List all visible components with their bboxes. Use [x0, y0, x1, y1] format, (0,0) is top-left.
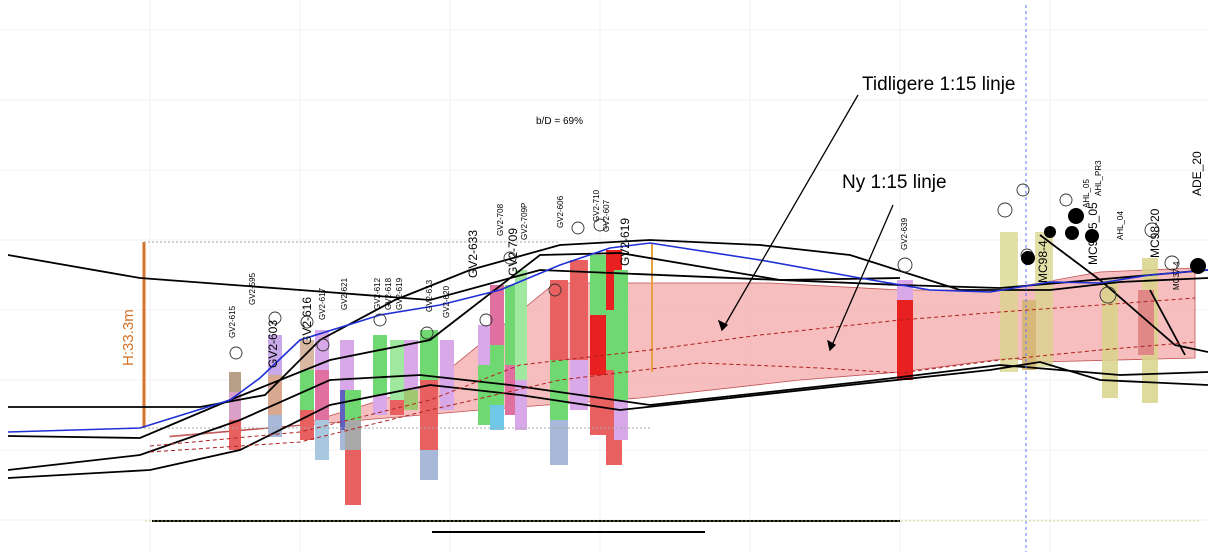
- borehole-label: GV2-595: [248, 272, 257, 305]
- borehole-column: [570, 260, 588, 410]
- callout-old-line: Tidligere 1:15 linje: [862, 74, 1016, 95]
- borehole-label: AHL_PR3: [1094, 160, 1103, 196]
- borehole-label: GV2-603: [266, 319, 280, 368]
- borehole-column: [490, 285, 504, 430]
- borehole-label: GV2-607: [602, 199, 611, 232]
- borehole-label: GV2-709: [506, 227, 520, 276]
- callout-new-line: Ny 1:15 linje: [842, 172, 947, 193]
- borehole-column: [345, 390, 361, 505]
- borehole-column: [268, 335, 282, 437]
- dashed-red-lines: [149, 297, 1196, 453]
- borehole-label: GV2-619: [618, 217, 632, 266]
- borehole-column: [440, 340, 454, 410]
- borehole-label: GV2-639: [900, 217, 909, 250]
- borehole-label: GV2-615: [228, 305, 237, 338]
- height-label: H:33.3m: [120, 309, 137, 366]
- borehole-label: MC37-4: [1172, 261, 1181, 290]
- borehole-label: GV2-709P: [520, 202, 529, 240]
- borehole-column: [550, 280, 568, 465]
- borehole-column: [373, 335, 387, 415]
- borehole-label: GV2-616: [300, 296, 314, 345]
- borehole-column: [1022, 300, 1036, 370]
- borehole-label: GV2-617: [318, 287, 327, 320]
- borehole-label: GV2-620: [442, 285, 451, 318]
- borehole-column: [420, 330, 438, 480]
- borehole-column: [1138, 290, 1154, 355]
- ground-surface-blue: [7, 242, 1208, 433]
- borehole-label: AHL_05: [1082, 179, 1091, 208]
- borehole-label: GV2-613: [425, 279, 434, 312]
- borehole-markers: [229, 183, 1180, 360]
- borehole-label: AHL_04: [1116, 211, 1125, 240]
- borehole-label: MC98-4: [1036, 240, 1050, 283]
- borehole-column: [390, 340, 404, 415]
- borehole-column: [478, 325, 490, 425]
- borehole-column: [404, 340, 418, 410]
- olive-zone-2: [1035, 232, 1053, 367]
- borehole-label: GV2-708: [496, 203, 505, 236]
- borehole-label: GV2-619: [395, 277, 404, 310]
- borehole-label: GV2-612: [373, 277, 382, 310]
- olive-zone-3: [1102, 280, 1118, 398]
- borehole-label: MC98-5_05: [1086, 202, 1100, 265]
- borehole-label: MC98-20: [1148, 208, 1162, 258]
- callout-arrows: [717, 94, 894, 352]
- borehole-column: [505, 285, 517, 415]
- borehole-column: [897, 280, 913, 380]
- olive-zone-1: [1000, 232, 1018, 372]
- borehole-column: [300, 340, 314, 440]
- borehole-column: [515, 270, 527, 430]
- terrain-lines: [7, 234, 1208, 479]
- borehole-column: [614, 270, 628, 440]
- borehole-label: GV2-710: [592, 189, 601, 222]
- borehole-markers-filled: [1021, 208, 1206, 274]
- borehole-column: [590, 255, 606, 435]
- borehole-label: GV2-618: [384, 277, 393, 310]
- borehole-label: GV2-606: [556, 195, 565, 228]
- borehole-label: GV2-621: [340, 277, 349, 310]
- ratio-label: b/D = 69%: [536, 116, 583, 127]
- borehole-label: ADE_20: [1190, 151, 1204, 196]
- borehole-label: GV2-633: [466, 229, 480, 278]
